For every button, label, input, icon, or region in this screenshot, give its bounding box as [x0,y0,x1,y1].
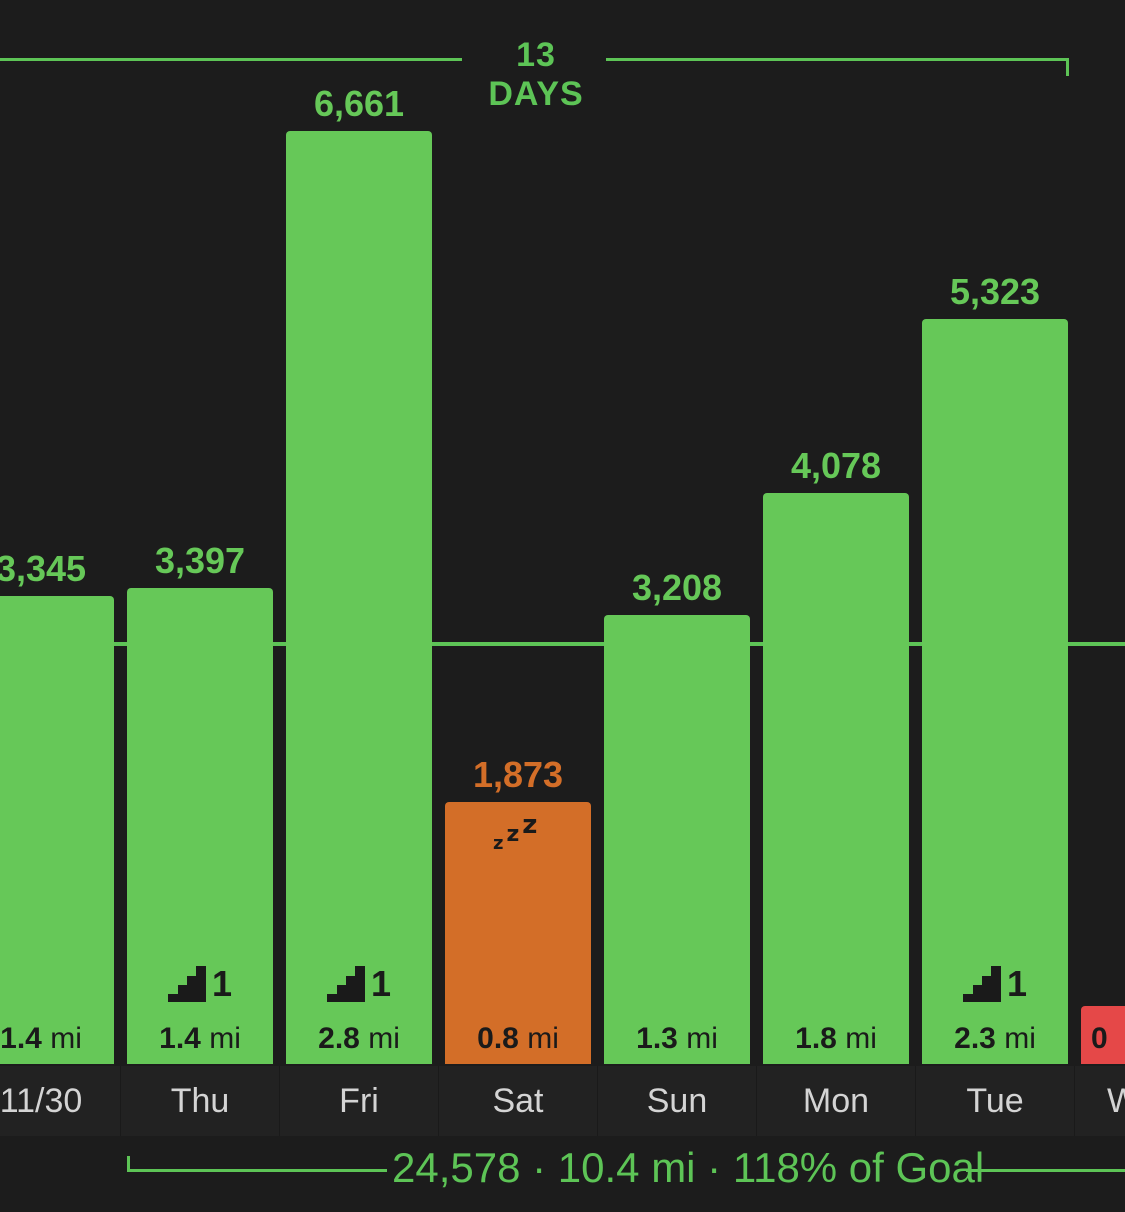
day-label: Thu [170,1082,230,1120]
summary-bracket-left-tick [127,1156,130,1172]
day-label: Tue [966,1082,1024,1120]
step-count-label: 3,397 [154,540,246,582]
streak-bracket-right [606,58,1068,61]
flights-count: 1 [1006,963,1028,1004]
distance-value: 1.4 [159,1022,201,1055]
streak-label: 13 DAYS [488,36,584,113]
flights-count: 1 [370,963,392,1004]
day-cell [280,1066,438,1136]
distance-unit: mi [845,1022,877,1055]
step-bar[interactable] [0,595,114,1064]
distance-unit: mi [209,1022,241,1055]
step-bar[interactable] [922,318,1068,1064]
distance-value: 1.4 [0,1022,42,1055]
distance-value: 0.8 [477,1022,519,1055]
day-cell [439,1066,597,1136]
step-bar[interactable] [286,131,432,1064]
distance-label: 1.3 mi [604,1022,750,1056]
step-count-label: 4,078 [790,445,882,487]
step-count-label: 6,661 [313,83,405,125]
distance-value: 2.3 [954,1022,996,1055]
distance-value: 1.8 [795,1022,837,1055]
distance-unit: mi [1004,1022,1036,1055]
distance-unit: mi [686,1022,718,1055]
distance-value: 2.8 [318,1022,360,1055]
stairs-icon [167,966,206,1002]
stairs-icon [962,966,1001,1002]
distance-label: 0 [1091,1022,1125,1056]
day-cell [916,1066,1074,1136]
distance-value: 0 [1091,1022,1108,1055]
step-count-label: 3,208 [631,566,723,608]
distance-label: 2.3 mi [922,1022,1068,1056]
streak-bracket-right-tick [1066,58,1069,76]
distance-label: 1.8 mi [763,1022,909,1056]
summary-totals: 24,578 · 10.4 mi · 118% of Goal [392,1144,985,1191]
distance-unit: mi [368,1022,400,1055]
day-label: Sat [492,1082,544,1120]
day-label: Mon [802,1082,870,1120]
day-cell [1075,1066,1125,1136]
distance-unit: mi [50,1022,82,1055]
flights-climbed: 1 [286,962,432,1002]
day-cell [757,1066,915,1136]
day-cell [0,1066,120,1136]
streak-bracket-left [0,58,462,61]
distance-unit: mi [527,1022,559,1055]
distance-label: 0.8 mi [445,1022,591,1056]
day-label: 11/30 [0,1082,83,1120]
distance-label: 1.4 mi [0,1022,114,1056]
step-count-label: 5,323 [949,270,1041,312]
day-label: Fri [339,1082,379,1120]
day-label: W [1107,1082,1125,1120]
flights-count: 1 [211,963,233,1004]
stairs-icon [326,966,365,1002]
distance-label: 2.8 mi [286,1022,432,1056]
summary-bracket-left [127,1169,387,1172]
flights-climbed: 1 [127,962,273,1002]
goal-line [0,642,1125,646]
distance-value: 1.3 [636,1022,678,1055]
step-bar[interactable] [1081,1006,1125,1064]
day-cell [598,1066,756,1136]
step-bar[interactable] [445,801,591,1064]
step-count-label: 1,873 [472,753,564,795]
flights-climbed: 1 [922,962,1068,1002]
distance-label: 1.4 mi [127,1022,273,1056]
day-label: Sun [646,1082,708,1120]
step-count-label: 3,345 [0,547,87,589]
step-bar[interactable] [763,493,909,1064]
summary-bracket-right [966,1169,1125,1172]
step-bar[interactable] [604,614,750,1064]
day-cell [121,1066,279,1136]
